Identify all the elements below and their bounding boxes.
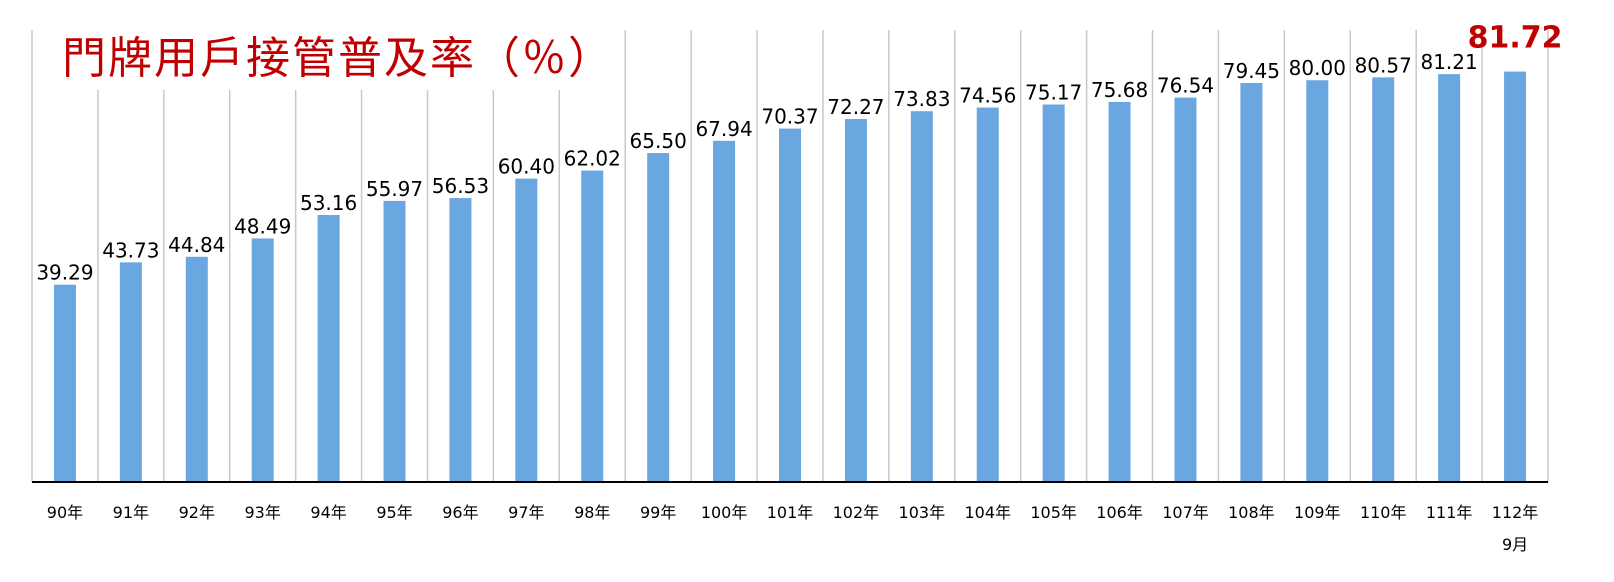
x-tick-label: 103年 <box>899 503 946 522</box>
x-tick-label: 91年 <box>113 503 149 522</box>
data-label: 76.54 <box>1157 74 1214 98</box>
x-tick-label: 97年 <box>508 503 544 522</box>
x-tick-label: 109年 <box>1294 503 1341 522</box>
bar <box>1438 74 1461 483</box>
x-tick-label: 90年 <box>47 503 83 522</box>
bar <box>449 198 472 482</box>
data-label: 67.94 <box>695 117 752 141</box>
bar <box>251 238 274 482</box>
data-label: 48.49 <box>234 214 291 238</box>
x-tick-label: 100年 <box>701 503 748 522</box>
x-tick-label: 101年 <box>767 503 814 522</box>
data-label: 55.97 <box>366 177 423 201</box>
data-label: 44.84 <box>168 233 225 257</box>
x-tick-label: 110年 <box>1360 503 1407 522</box>
x-tick-label: 94年 <box>310 503 346 522</box>
bar <box>1108 101 1131 483</box>
bar <box>185 256 208 482</box>
data-label: 81.72 <box>1468 21 1563 56</box>
x-tick-label: 105年 <box>1030 503 1077 522</box>
data-label: 72.27 <box>827 95 884 119</box>
bar <box>844 119 867 482</box>
bar <box>1042 104 1065 482</box>
data-label: 56.53 <box>432 174 489 198</box>
x-tick-label: 111年 <box>1426 503 1473 522</box>
bar <box>119 262 142 482</box>
bar <box>1306 80 1329 482</box>
data-label: 43.73 <box>102 238 159 262</box>
bar <box>317 215 340 482</box>
bar <box>515 178 538 482</box>
x-tick-label: 107年 <box>1162 503 1209 522</box>
x-tick-label: 102年 <box>833 503 880 522</box>
bar <box>1174 97 1197 482</box>
bar <box>383 200 406 482</box>
x-tick-label: 98年 <box>574 503 610 522</box>
chart-title: 門牌用戶接管普及率（％） <box>62 30 620 90</box>
x-tick-label: 93年 <box>245 503 281 522</box>
data-label: 65.50 <box>630 129 687 153</box>
data-label: 73.83 <box>893 87 950 111</box>
bar <box>581 170 604 482</box>
bar <box>1240 82 1263 483</box>
data-label: 74.56 <box>959 84 1016 108</box>
x-tick-label: 92年 <box>179 503 215 522</box>
data-label: 81.21 <box>1420 50 1477 74</box>
bar <box>1372 77 1395 482</box>
data-label: 62.02 <box>564 147 621 171</box>
data-label: 75.17 <box>1025 80 1082 104</box>
bar <box>910 111 933 482</box>
bar <box>1504 71 1527 483</box>
x-tick-label: 96年 <box>442 503 478 522</box>
x-tick-sublabel: 9月 <box>1502 535 1528 554</box>
data-label: 80.57 <box>1355 53 1412 77</box>
x-tick-label: 106年 <box>1096 503 1143 522</box>
data-label: 75.68 <box>1091 78 1148 102</box>
data-label: 79.45 <box>1223 59 1280 83</box>
x-tick-label: 112年 <box>1492 503 1539 522</box>
data-label: 70.37 <box>761 105 818 129</box>
data-label: 60.40 <box>498 155 555 179</box>
x-tick-label: 108年 <box>1228 503 1275 522</box>
x-tick-label: 99年 <box>640 503 676 522</box>
bar <box>713 140 736 482</box>
data-label: 53.16 <box>300 191 357 215</box>
x-tick-label: 104年 <box>964 503 1011 522</box>
bar <box>976 107 999 482</box>
x-tick-label: 95年 <box>376 503 412 522</box>
bar <box>647 153 670 483</box>
bar <box>53 284 76 482</box>
bar <box>779 128 801 482</box>
data-label: 80.00 <box>1289 56 1346 80</box>
data-label: 39.29 <box>36 261 93 285</box>
